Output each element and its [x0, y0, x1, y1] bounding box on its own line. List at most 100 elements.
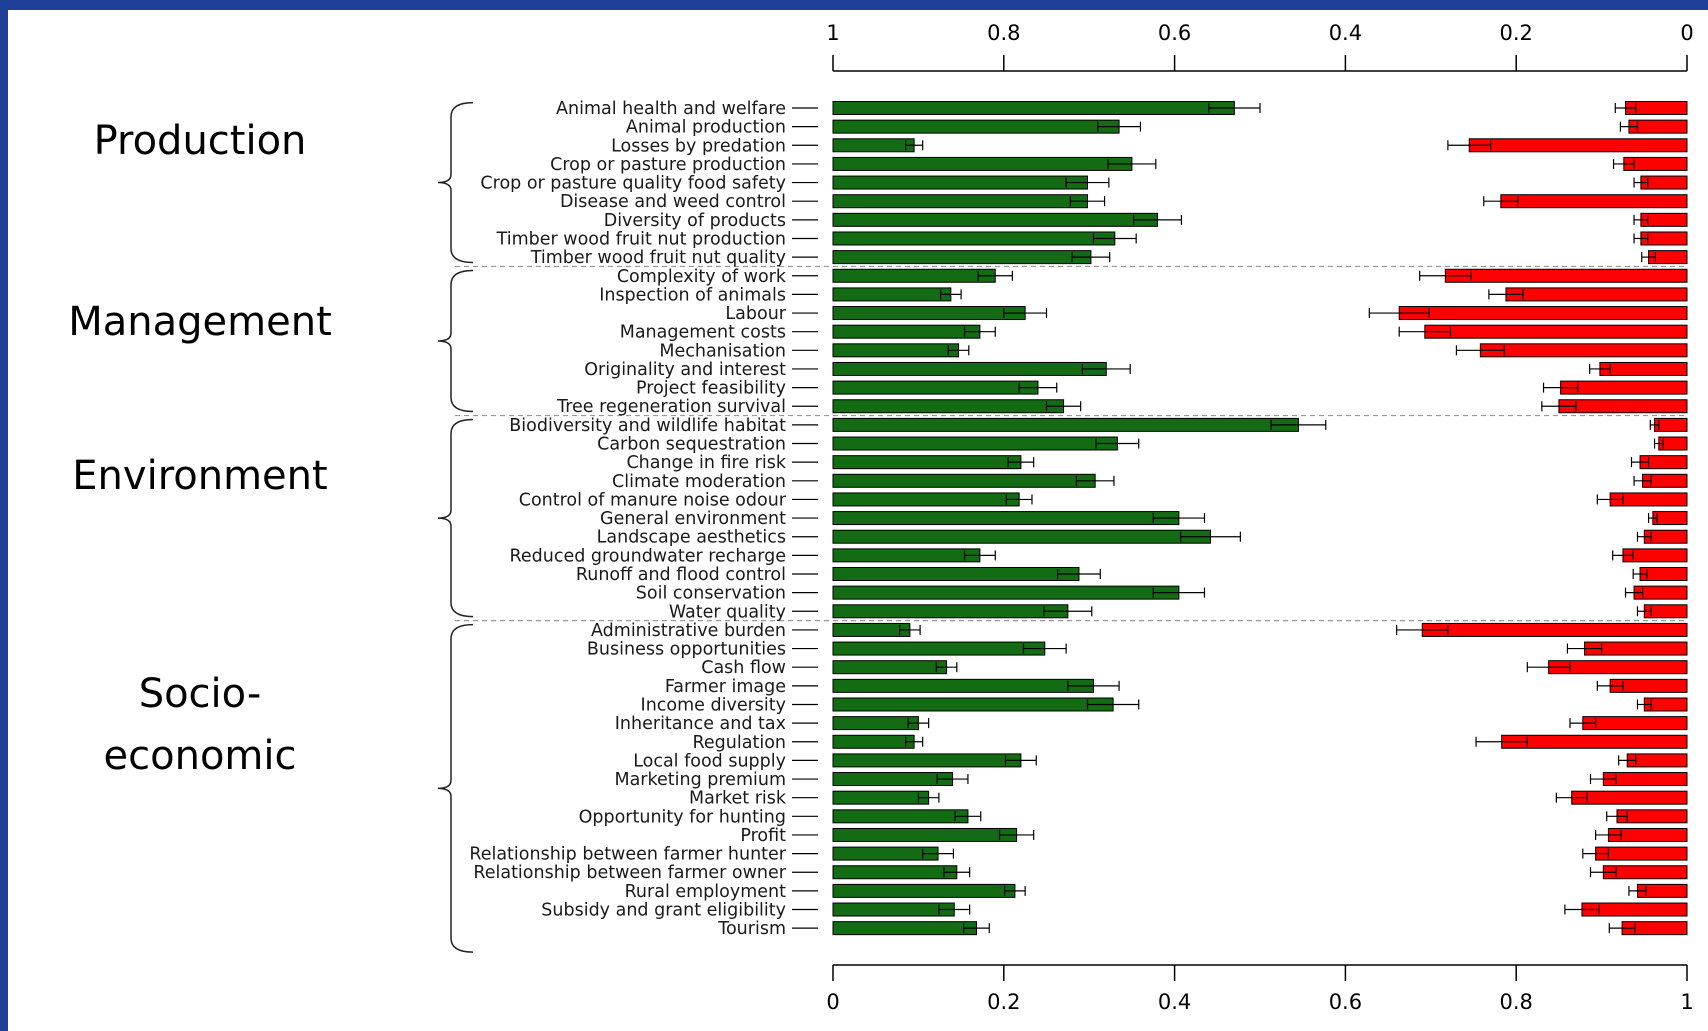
category-label: Animal health and welfare — [556, 99, 786, 119]
negative-bar — [1398, 306, 1688, 321]
importance-bar — [832, 902, 955, 917]
importance-bar — [832, 641, 1046, 656]
top-axis: 1 0.8 0.6 0.4 0.2 0 — [826, 21, 1694, 72]
importance-bar — [832, 622, 911, 637]
category-label: Control of manure noise odour — [519, 490, 787, 510]
importance-bar — [832, 194, 1088, 209]
category-label: Biodiversity and wildlife habitat — [509, 416, 786, 436]
negative-bar — [1558, 399, 1688, 414]
importance-bar — [832, 660, 948, 675]
importance-bar — [832, 436, 1118, 451]
negative-bar — [1582, 716, 1688, 731]
importance-bar — [832, 827, 1018, 842]
importance-bar — [832, 585, 1180, 600]
category-label: Reduced groundwater recharge — [509, 546, 786, 566]
bottom-axis: 0 0.2 0.4 0.6 0.8 1 — [826, 964, 1694, 1014]
category-label: Relationship between farmer hunter — [469, 845, 786, 865]
category-label: Subsidy and grant eligibility — [541, 901, 786, 921]
importance-bar — [832, 138, 915, 153]
importance-bar — [832, 101, 1235, 115]
importance-bar — [832, 380, 1039, 395]
importance-bar — [832, 306, 1026, 321]
negative-bar — [1652, 511, 1688, 526]
importance-bar — [832, 399, 1065, 414]
group-brace — [437, 623, 474, 953]
negative-bar — [1501, 734, 1688, 749]
bottom-axis-tick-label: 0.4 — [1158, 990, 1191, 1014]
negative-bar — [1505, 287, 1688, 302]
importance-bar — [832, 473, 1096, 488]
negative-bar — [1571, 790, 1688, 805]
negative-bar — [1560, 380, 1688, 395]
negative-bar — [1599, 361, 1688, 376]
top-axis-tick-label: 0.4 — [1329, 21, 1362, 45]
category-label: Losses by predation — [611, 136, 786, 156]
category-label: Inspection of animals — [599, 285, 786, 305]
importance-bar — [832, 678, 1094, 693]
group-label-environment: Environment — [72, 453, 328, 499]
category-label: Landscape aesthetics — [597, 528, 786, 548]
importance-bar — [832, 734, 915, 749]
category-label: Administrative burden — [591, 621, 786, 641]
group-label-socio-economic: Socio- economic — [103, 671, 297, 779]
category-label: Timber wood fruit nut production — [496, 229, 786, 249]
importance-bar — [832, 753, 1022, 768]
importance-bar — [832, 455, 1022, 470]
category-label: Tree regeneration survival — [556, 397, 786, 417]
importance-bar — [832, 511, 1180, 526]
category-label: Management costs — [620, 323, 786, 343]
bottom-axis-tick-label: 0.8 — [1499, 990, 1532, 1014]
category-label: Local food supply — [633, 751, 786, 771]
importance-bar — [832, 324, 981, 339]
importance-bar — [832, 772, 954, 787]
importance-bar — [832, 921, 977, 936]
importance-bar — [832, 250, 1092, 265]
category-label: Disease and weed control — [560, 192, 786, 212]
importance-bar — [832, 529, 1211, 544]
category-label: Soil conservation — [636, 584, 786, 604]
importance-bar — [832, 492, 1020, 507]
slide-left-border — [0, 0, 8, 1031]
group-braces — [437, 101, 474, 953]
importance-bar — [832, 548, 981, 563]
category-label: Business opportunities — [587, 640, 786, 660]
group-label-management: Management — [68, 299, 332, 345]
category-label: Crop or pasture quality food safety — [480, 174, 786, 194]
category-label: Rural employment — [625, 882, 787, 902]
importance-bar — [832, 865, 958, 880]
category-label: Water quality — [669, 602, 786, 622]
importance-bar — [832, 231, 1116, 246]
importance-bar — [832, 361, 1107, 376]
category-label: Diversity of products — [604, 211, 786, 231]
importance-bar — [832, 716, 919, 731]
category-label: Relationship between farmer owner — [473, 863, 786, 883]
top-axis-tick-label: 0 — [1680, 21, 1693, 45]
category-label: Inheritance and tax — [615, 714, 786, 734]
bottom-axis-tick-label: 1 — [1680, 990, 1693, 1014]
category-label: General environment — [600, 509, 786, 529]
series-negative-bars — [1368, 101, 1688, 936]
importance-bar — [832, 343, 960, 358]
category-label: Runoff and flood control — [576, 565, 786, 585]
importance-bar — [832, 417, 1299, 432]
category-label: Profit — [740, 826, 786, 846]
negative-bar — [1468, 138, 1688, 153]
category-label: Regulation — [693, 733, 786, 753]
category-label: Change in fire risk — [626, 453, 786, 473]
slide-top-border — [0, 0, 1708, 10]
category-label: Timber wood fruit nut quality — [530, 248, 786, 268]
group-separators — [455, 265, 1687, 622]
group-brace — [437, 269, 474, 413]
negative-bar — [1424, 324, 1688, 339]
series-positive-bars — [832, 101, 1327, 936]
top-axis-tick-label: 0.8 — [987, 21, 1020, 45]
top-axis-tick-label: 0.2 — [1499, 21, 1532, 45]
category-label: Opportunity for hunting — [579, 807, 786, 827]
category-label: Farmer image — [665, 677, 786, 697]
category-label: Tourism — [717, 919, 786, 939]
category-label: Originality and interest — [584, 360, 786, 380]
importance-bar — [832, 175, 1088, 190]
bottom-axis-tick-label: 0.2 — [987, 990, 1020, 1014]
importance-bar — [832, 809, 969, 824]
